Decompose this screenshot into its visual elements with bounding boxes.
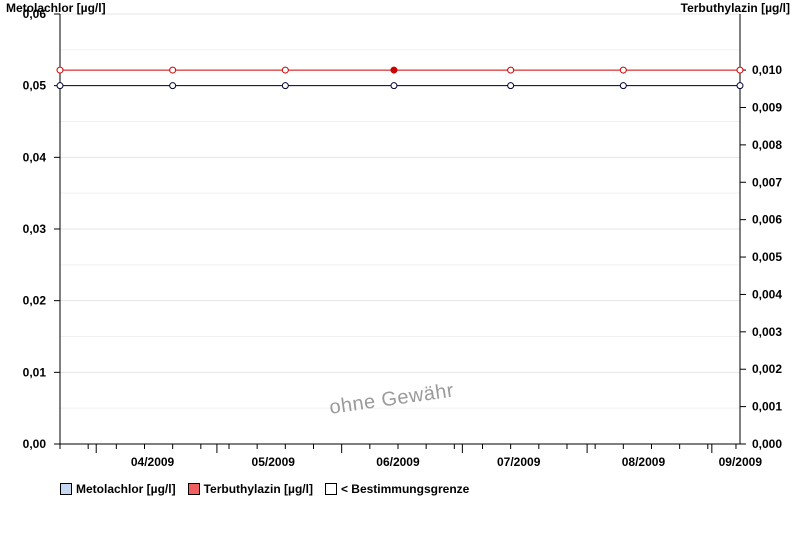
y-left-tick-label: 0,05 [23,79,47,93]
y-left-axis-title: Metolachlor [µg/l] [6,1,106,15]
y-left-tick-label: 0,04 [23,150,47,164]
y-right-tick-label: 0,001 [752,400,782,414]
legend-swatch-terbuthylazin [187,483,200,495]
data-point [169,66,177,74]
y-left-tick-label: 0,01 [23,365,47,379]
legend-swatch-bestimmungsgrenze [324,483,337,495]
y-left-tick-label: 0,06 [23,7,47,21]
y-left-tick-label: 0,00 [23,437,47,451]
y-right-axis-title: Terbuthylazin [µg/l] [680,1,790,15]
x-tick-label: 08/2009 [622,455,666,469]
data-point [390,82,398,90]
y-right-tick-label: 0,007 [752,175,782,189]
data-point [281,66,289,74]
y-left-tick-label: 0,02 [23,294,47,308]
data-point [736,82,744,90]
y-right-tick-label: 0,003 [752,325,782,339]
y-right-tick-label: 0,006 [752,213,782,227]
x-tick-label: 06/2009 [376,455,420,469]
y-left-tick-label: 0,03 [23,222,47,236]
y-right-tick-label: 0,000 [752,437,782,451]
y-right-tick-label: 0,004 [752,287,782,301]
x-tick-label: 05/2009 [252,455,296,469]
data-point [619,66,627,74]
data-point [56,66,64,74]
data-point [507,66,515,74]
y-right-tick-label: 0,008 [752,138,782,152]
data-point [169,82,177,90]
data-point [507,82,515,90]
data-point [390,66,398,74]
y-right-tick-label: 0,002 [752,362,782,376]
legend-label-bestimmungsgrenze: < Bestimmungsgrenze [340,482,470,496]
data-point [736,66,744,74]
data-point [619,82,627,90]
legend-item-metolachlor[interactable]: Metolachlor [µg/l] [60,482,176,496]
y-right-tick-label: 0,009 [752,100,782,114]
data-point [281,82,289,90]
x-tick-label: 04/2009 [131,455,175,469]
y-right-tick-label: 0,005 [752,250,782,264]
legend-item-bestimmungsgrenze[interactable]: < Bestimmungsgrenze [324,482,470,496]
legend-swatch-metolachlor [60,483,72,495]
x-tick-label: 09/2009 [719,455,763,469]
legend: Metolachlor [µg/l] Terbuthylazin [µg/l] … [60,482,469,496]
legend-label-metolachlor: Metolachlor [µg/l] [76,482,176,496]
legend-label-terbuthylazin: Terbuthylazin [µg/l] [203,482,313,496]
data-point [56,82,64,90]
y-right-tick-label: 0,010 [752,63,782,77]
x-tick-label: 07/2009 [497,455,541,469]
legend-item-terbuthylazin[interactable]: Terbuthylazin [µg/l] [187,482,313,496]
